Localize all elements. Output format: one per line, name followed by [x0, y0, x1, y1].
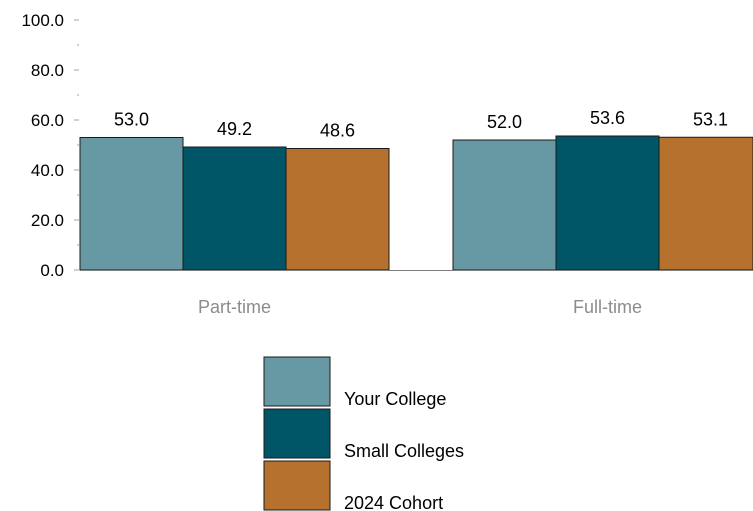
legend-swatch-2024-cohort: [263, 460, 331, 511]
legend-swatch-small-colleges: [263, 408, 331, 459]
y-axis: 0.0 20.0 40.0 60.0 80.0 100.0: [21, 11, 79, 280]
bars: 53.0 49.2 48.6 52.0 53.6 53.1: [79, 108, 753, 271]
bar-value-label: 53.1: [693, 109, 728, 129]
bar-value-label: 48.6: [320, 121, 355, 141]
y-tick-label: 80.0: [31, 61, 64, 80]
bar-value-label: 53.0: [114, 110, 149, 130]
bar-small-colleges-part-time: [182, 146, 287, 271]
legend-swatch-your-college: [263, 356, 331, 407]
bar-2024-cohort-full-time: [658, 136, 753, 271]
x-axis: Part-time Full-time: [80, 270, 753, 317]
legend-label: Your College: [344, 389, 446, 409]
y-tick-label: 40.0: [31, 161, 64, 180]
x-category-label: Part-time: [198, 297, 271, 317]
legend-label: 2024 Cohort: [344, 493, 443, 511]
bar-value-label: 53.6: [590, 108, 625, 128]
bar-value-label: 52.0: [487, 112, 522, 132]
x-category-label: Full-time: [573, 297, 642, 317]
y-tick-label: 20.0: [31, 211, 64, 230]
bar-value-label: 49.2: [217, 119, 252, 139]
bar-your-college-full-time: [452, 139, 557, 271]
y-tick-label: 60.0: [31, 111, 64, 130]
y-tick-label: 0.0: [40, 261, 64, 280]
legend: Your College Small Colleges 2024 Cohort: [263, 356, 464, 511]
y-tick-label: 100.0: [21, 11, 64, 30]
bar-2024-cohort-part-time: [285, 148, 390, 271]
bar-small-colleges-full-time: [555, 135, 660, 271]
legend-label: Small Colleges: [344, 441, 464, 461]
bar-your-college-part-time: [79, 137, 184, 271]
